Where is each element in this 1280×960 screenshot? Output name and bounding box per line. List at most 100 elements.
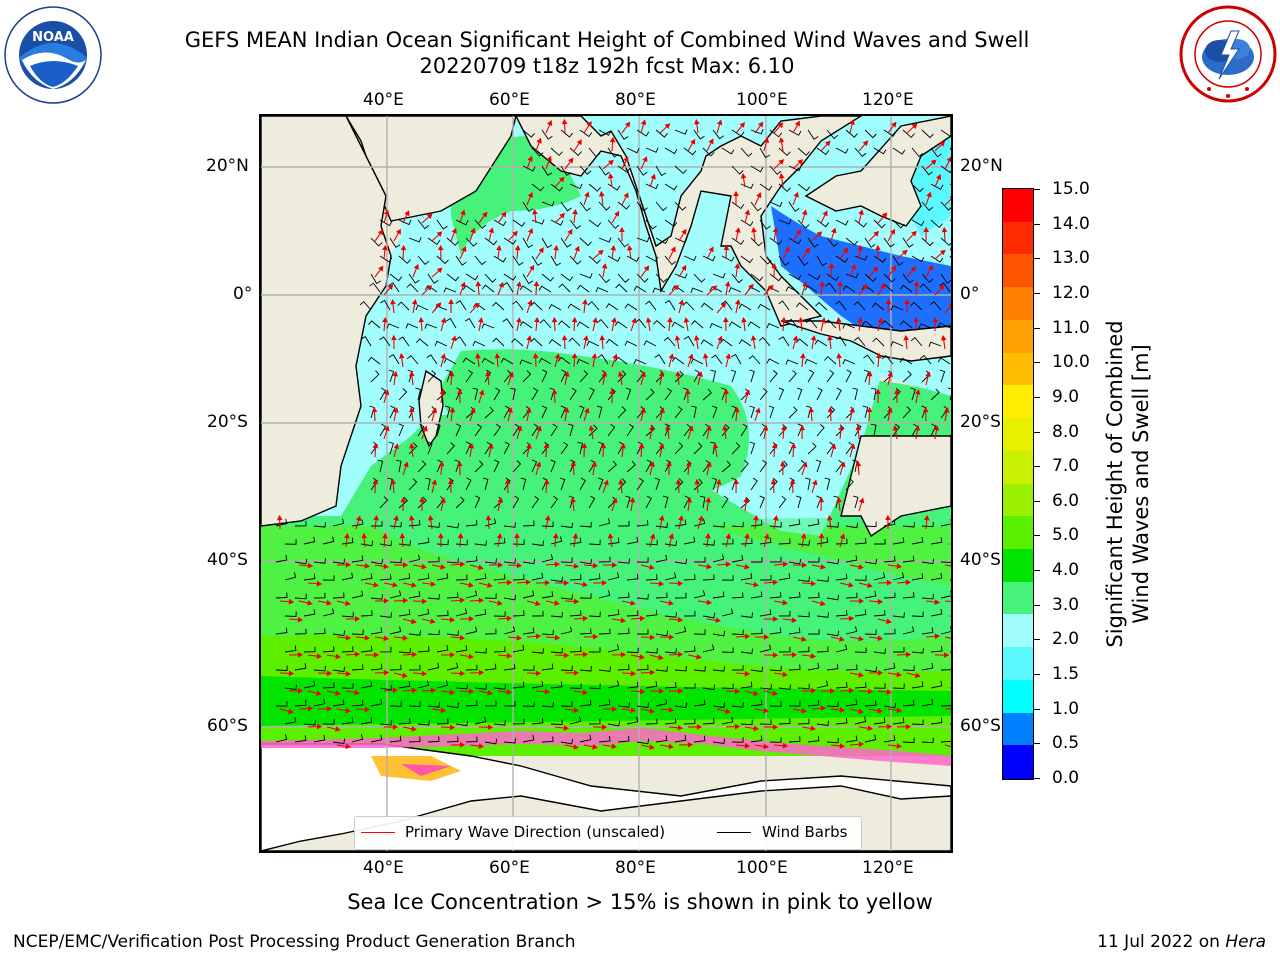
wave-direction-arrowhead	[430, 687, 437, 694]
wind-barb	[502, 282, 514, 293]
colorbar-tick-label: 12.0	[1052, 282, 1090, 303]
wave-direction-arrowhead	[607, 533, 614, 539]
wave-direction-arrowhead	[725, 533, 731, 540]
wave-direction-arrowhead	[799, 424, 806, 431]
wind-barb	[864, 666, 878, 673]
wave-direction-arrowhead	[836, 352, 842, 359]
wind-barb	[484, 628, 497, 635]
wind-barb	[778, 300, 790, 311]
wind-barb	[614, 356, 628, 365]
wind-barb	[854, 647, 867, 653]
wind-barb	[284, 716, 297, 725]
wind-barb	[455, 336, 467, 347]
wind-barb	[560, 701, 573, 707]
wave-direction-arrowhead	[494, 352, 501, 359]
wind-barb	[626, 536, 639, 545]
wave-direction-arrowhead	[801, 562, 808, 569]
wave-direction-arrowhead	[877, 707, 883, 714]
wind-barb	[579, 237, 592, 247]
lon-tick-top: 80°E	[615, 90, 656, 110]
wind-barb	[940, 165, 951, 174]
wind-barb	[740, 423, 748, 437]
wave-direction-arrowhead	[839, 533, 846, 540]
wave-direction-arrowhead	[316, 580, 323, 587]
wind-barb	[918, 323, 932, 329]
wind-barb	[731, 442, 741, 455]
wave-direction-arrowhead	[599, 334, 606, 341]
wave-direction-arrowhead	[914, 425, 921, 431]
colorbar-tick-mark	[1034, 258, 1040, 260]
wind-barb	[683, 536, 696, 545]
wave-direction-arrowhead	[755, 407, 761, 414]
wind-barb	[427, 237, 441, 246]
colorbar-tick-mark	[1034, 466, 1040, 468]
wind-barb	[275, 734, 288, 743]
forecast-subtitle: 20220709 t18z 192h fcst Max: 6.10	[419, 54, 795, 78]
wave-direction-arrowhead	[687, 741, 694, 748]
wind-barb	[883, 273, 896, 283]
wind-barb	[881, 354, 894, 365]
wind-barb	[322, 682, 335, 689]
wind-barb	[911, 219, 925, 227]
wind-barb	[921, 698, 934, 707]
wave-direction-arrowhead	[789, 478, 796, 485]
wave-direction-arrowhead	[586, 121, 592, 128]
wave-direction-arrowhead	[591, 353, 598, 359]
wave-direction-arrowhead	[717, 335, 723, 342]
wave-direction-arrowhead	[395, 228, 401, 235]
wind-barb	[778, 646, 791, 653]
colorbar-segment	[1003, 712, 1033, 746]
wind-barb	[842, 359, 856, 365]
wind-barb	[788, 273, 802, 281]
wave-direction-arrowhead	[478, 317, 484, 323]
wave-direction-arrowhead	[933, 425, 940, 431]
wind-barb	[446, 442, 455, 455]
wave-direction-arrowhead	[939, 249, 946, 256]
wind-barb	[940, 129, 951, 137]
wind-barb	[332, 558, 346, 565]
wave-direction-arrowhead	[532, 352, 539, 359]
wave-direction-arrowhead	[508, 371, 514, 378]
wind-barb	[405, 323, 419, 329]
wave-direction-arrowhead	[526, 335, 532, 341]
wave-direction-arrowhead	[708, 246, 714, 253]
wind-barb	[778, 387, 785, 401]
wind-barb	[313, 592, 326, 599]
wind-barb	[465, 700, 478, 707]
wind-barb	[445, 317, 457, 329]
wave-direction-arrowhead	[934, 599, 941, 605]
wind-barb	[493, 255, 507, 263]
wind-barb	[693, 699, 706, 707]
wind-barb	[797, 576, 811, 583]
wind-barb	[947, 387, 951, 401]
wave-direction-arrowhead	[694, 118, 700, 125]
wave-direction-arrowhead	[639, 615, 646, 622]
wave-direction-arrowhead	[911, 230, 917, 237]
wave-direction-arrowhead	[797, 159, 804, 165]
wind-barb	[757, 303, 771, 311]
wave-direction-arrowhead	[903, 334, 909, 341]
wind-barb	[892, 387, 901, 401]
wind-barb	[662, 495, 669, 509]
wind-barb	[864, 558, 878, 565]
wind-barb	[930, 680, 943, 689]
wave-direction-arrowhead	[658, 515, 665, 521]
wave-direction-arrowhead	[610, 244, 617, 251]
wave-direction-arrowhead	[872, 266, 879, 273]
wind-barb	[415, 387, 421, 401]
wind-barb	[351, 519, 364, 527]
wind-barb	[845, 664, 858, 671]
wind-barb	[702, 684, 716, 691]
wind-barb	[579, 477, 586, 491]
wind-barb	[588, 219, 602, 228]
wave-direction-arrowhead	[617, 371, 624, 377]
wave-direction-arrowhead	[801, 209, 808, 216]
wave-direction-arrowhead	[430, 581, 437, 587]
wind-barb	[522, 165, 536, 172]
wave-direction-arrowhead	[949, 196, 951, 199]
wind-barb	[587, 301, 600, 311]
wave-direction-arrowhead	[408, 514, 415, 521]
wave-direction-arrowhead	[478, 743, 485, 749]
colorbar-segment	[1003, 548, 1033, 583]
wind-barb	[519, 321, 533, 329]
